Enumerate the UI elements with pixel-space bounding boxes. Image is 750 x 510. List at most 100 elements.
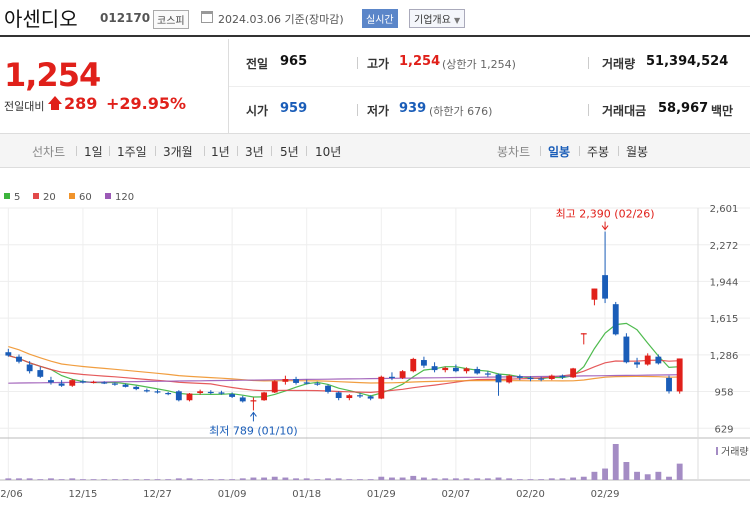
volume-bar xyxy=(527,479,534,480)
candle-body xyxy=(644,355,651,365)
legend-swatch xyxy=(4,193,10,199)
y-tick-label: 1,286 xyxy=(710,351,739,362)
tab-period-1y[interactable]: 1년 xyxy=(211,145,230,159)
volume-bar xyxy=(495,477,502,480)
volume-bar xyxy=(271,476,278,480)
divider xyxy=(306,146,307,156)
candle-body xyxy=(314,383,321,385)
candle-body xyxy=(367,396,374,399)
candlestick-chart[interactable]: 5 20 60 120 최고 2,390 (02/26)최저 789 (01/10) … xyxy=(0,168,750,510)
candle-body xyxy=(378,376,385,399)
corp-info-label: 기업개요 xyxy=(414,15,451,26)
candle-body xyxy=(101,382,108,384)
annotations: 최고 2,390 (02/26) 최저 789 (01/10) xyxy=(209,208,654,438)
volume-bar xyxy=(655,471,662,480)
candle-body xyxy=(357,395,363,397)
realtime-button[interactable]: 실시간 xyxy=(362,9,398,28)
volume-bar xyxy=(218,479,225,480)
tab-candle-monthly[interactable]: 월봉 xyxy=(626,145,649,159)
candle-body xyxy=(442,367,449,371)
candle-body xyxy=(79,381,86,383)
tab-period-1w[interactable]: 1주일 xyxy=(117,145,147,159)
volume-bar xyxy=(410,475,417,480)
low-value: 939 xyxy=(399,101,427,116)
legend-label: 120 xyxy=(115,192,134,203)
candle-body xyxy=(538,378,545,380)
divider xyxy=(229,86,750,87)
prev-close-value: 965 xyxy=(280,54,308,69)
volume-bar xyxy=(570,477,577,480)
candle-body xyxy=(5,352,12,356)
y-tick-label: 1,615 xyxy=(710,314,739,325)
volume-bar xyxy=(101,479,108,480)
tab-candle-weekly[interactable]: 주봉 xyxy=(587,145,610,159)
volume-bar xyxy=(346,479,353,480)
tab-period-5y[interactable]: 5년 xyxy=(280,145,299,159)
candle-body xyxy=(634,362,640,365)
corp-info-dropdown[interactable]: 기업개요 ▼ xyxy=(409,9,466,28)
volume-bar xyxy=(367,479,374,480)
tab-candle-chart[interactable]: 봉차트 xyxy=(497,145,531,159)
candle-body xyxy=(175,391,182,401)
divider xyxy=(588,104,589,116)
divider xyxy=(540,146,541,156)
volume-bar xyxy=(314,479,321,480)
candle-body xyxy=(666,377,672,392)
volume-bar xyxy=(325,478,331,480)
y-tick-label: 958 xyxy=(714,388,733,399)
legend-swatch xyxy=(105,193,111,199)
volume-bar xyxy=(484,478,491,480)
candle-body xyxy=(197,391,204,393)
volume-bar xyxy=(37,479,44,480)
tab-period-3m[interactable]: 3개월 xyxy=(163,145,193,159)
lower-limit: (하한가 676) xyxy=(429,105,493,118)
volume-bar xyxy=(48,478,54,480)
candle-body xyxy=(431,366,438,371)
candle-body xyxy=(548,375,555,380)
candle-body xyxy=(261,392,268,401)
volume-bar xyxy=(516,479,523,480)
calendar-icon xyxy=(201,11,213,23)
legend-label: 20 xyxy=(43,192,56,203)
divider xyxy=(271,146,272,156)
volume-bar xyxy=(133,479,140,480)
legend-swatch xyxy=(33,193,39,199)
divider xyxy=(76,146,77,156)
tab-line-chart[interactable]: 선차트 xyxy=(32,145,66,159)
y-tick-label: 1,944 xyxy=(710,277,739,288)
tab-candle-daily[interactable]: 일봉 xyxy=(548,145,571,159)
candle-body xyxy=(399,371,406,378)
candle-body xyxy=(452,367,459,372)
candle-body xyxy=(346,395,353,399)
divider xyxy=(155,146,156,156)
candle-body xyxy=(271,381,278,393)
low-arrow-icon xyxy=(250,411,257,422)
high-annotation: 최고 2,390 (02/26) xyxy=(556,208,655,221)
volume-bar xyxy=(559,478,566,480)
candle-body xyxy=(325,385,331,392)
candle-body xyxy=(165,392,172,395)
tab-period-3y[interactable]: 3년 xyxy=(245,145,264,159)
stock-header: 아센디오 012170 코스피 2024.03.06 기준(장마감) 실시간 기… xyxy=(0,0,750,37)
stock-code: 012170 xyxy=(100,11,151,25)
volume-bar xyxy=(644,474,651,480)
candle-body xyxy=(69,380,76,386)
divider xyxy=(204,146,205,156)
candle-body xyxy=(229,394,236,397)
candles xyxy=(5,231,683,411)
tab-period-1d[interactable]: 1일 xyxy=(84,145,103,159)
volume-bar xyxy=(474,478,481,480)
tab-period-10y[interactable]: 10년 xyxy=(315,145,342,159)
change-label: 전일대비 xyxy=(4,100,45,113)
volume-bar xyxy=(602,468,609,480)
chart-axes: 629 958 1,286 1,615 1,944 2,272 2,601 12/06 12/1… xyxy=(0,204,738,500)
candle-body xyxy=(303,382,310,384)
volume-bar xyxy=(293,478,299,480)
x-tick-label: 01/09 xyxy=(218,489,247,500)
volume-bar xyxy=(399,477,406,480)
candle-body xyxy=(154,391,161,393)
y-tick-label: 2,601 xyxy=(710,204,739,215)
y-tick-label: 2,272 xyxy=(710,241,739,252)
candle-body xyxy=(186,393,193,401)
volume-label: 거래량 xyxy=(721,446,749,458)
